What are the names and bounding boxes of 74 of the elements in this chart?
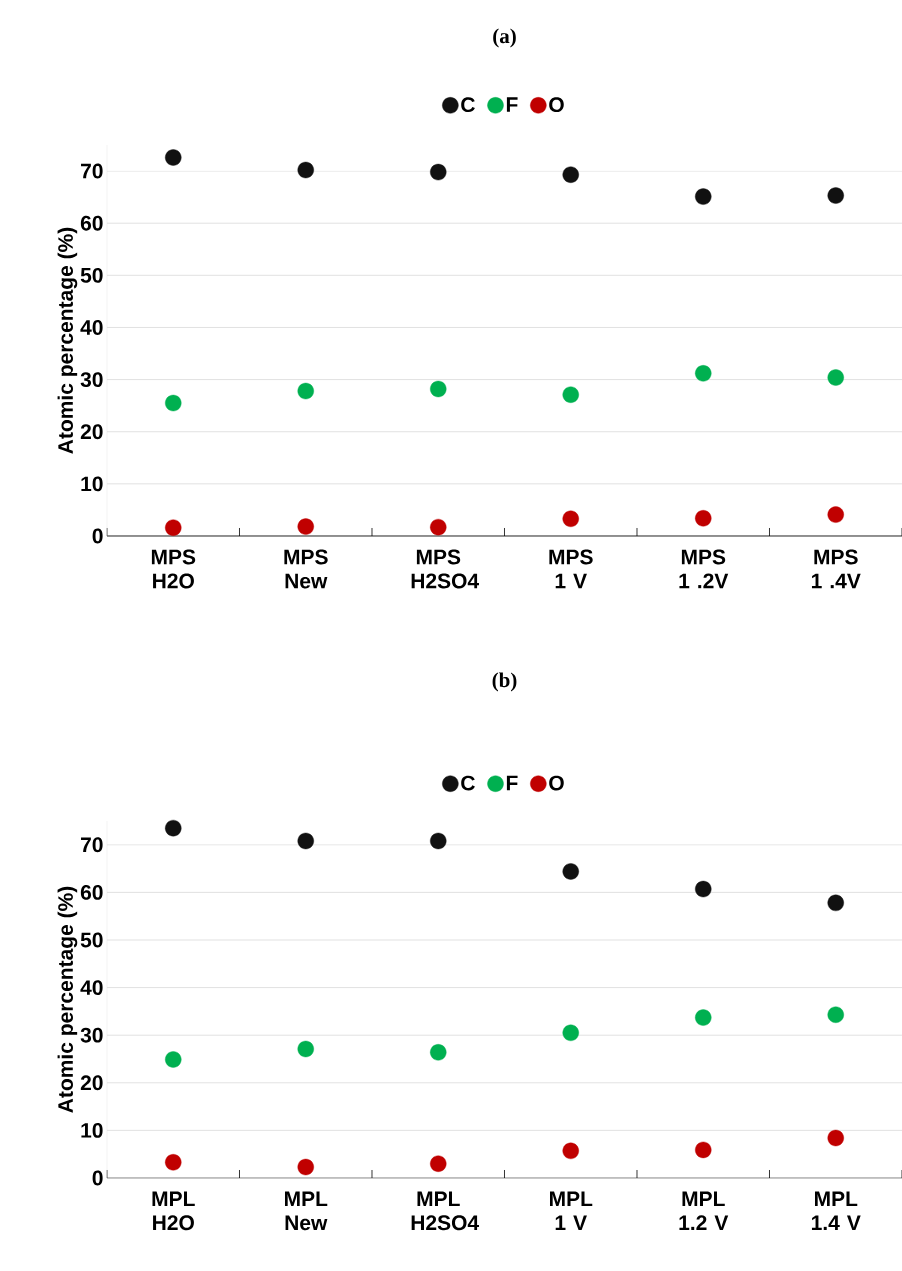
point <box>694 880 712 898</box>
y-tick-label: 40 <box>80 320 103 335</box>
y-tick-label: 60 <box>80 884 103 900</box>
y-tick-label: 10 <box>81 1122 103 1138</box>
point <box>562 1142 579 1160</box>
point <box>694 1009 712 1026</box>
x-tick-label: MPL 1.2 V <box>679 1191 729 1230</box>
y-axis-title: Atomic percentage (%) <box>57 227 78 454</box>
point <box>164 519 182 536</box>
y-tick-label: 70 <box>80 163 103 179</box>
y-tick-label: 30 <box>80 372 103 388</box>
point <box>694 1141 712 1159</box>
point <box>429 1044 447 1061</box>
legend-label: O <box>549 775 564 791</box>
x-tick-label: MPS H2O <box>151 549 195 589</box>
point <box>429 1155 447 1172</box>
chart-title: (b) <box>492 672 517 692</box>
point <box>694 510 712 527</box>
point <box>429 380 447 398</box>
y-tick-label: 20 <box>80 424 103 440</box>
point <box>827 1006 844 1023</box>
point <box>827 1129 844 1147</box>
point <box>827 506 844 523</box>
point <box>297 382 314 400</box>
point <box>827 369 844 386</box>
y-tick-label: 70 <box>80 837 103 853</box>
legend-label: C <box>461 775 475 791</box>
x-tick-label: MPL 1.4 V <box>811 1191 861 1230</box>
y-tick-label: 10 <box>81 476 103 492</box>
y-tick-label: 30 <box>80 1027 103 1043</box>
point <box>164 819 182 837</box>
point <box>827 894 844 912</box>
y-tick-label: 60 <box>80 215 103 231</box>
x-tick-label: MPS 1 .2V <box>679 549 729 589</box>
y-tick-label: 20 <box>80 1075 103 1091</box>
x-tick-label: MPL H2SO4 <box>411 1191 479 1231</box>
x-tick-label: MPL 1 V <box>549 1191 593 1230</box>
point <box>429 832 447 850</box>
legend-label: O <box>549 97 564 113</box>
point <box>297 518 314 535</box>
point <box>164 394 182 412</box>
point <box>164 1154 182 1171</box>
x-tick-label: MPS 1 V <box>549 549 593 589</box>
x-tick-label: MPS New <box>284 549 328 589</box>
point <box>164 1051 182 1068</box>
point <box>562 386 579 403</box>
y-tick-label: 50 <box>80 932 103 948</box>
point <box>429 518 447 536</box>
legend-label: F <box>506 97 518 112</box>
y-tick-label: 0 <box>92 528 103 544</box>
point <box>297 1158 314 1176</box>
point <box>297 1040 314 1058</box>
point <box>429 163 447 181</box>
point <box>694 188 712 205</box>
point <box>297 832 314 850</box>
point <box>562 510 579 527</box>
point <box>164 149 182 166</box>
point <box>562 166 579 183</box>
point <box>562 863 579 880</box>
point <box>562 1024 579 1042</box>
y-tick-label: 40 <box>80 980 103 996</box>
x-tick-label: MPS 1 .4V <box>811 549 861 589</box>
y-tick-label: 0 <box>92 1170 103 1186</box>
x-tick-label: MPL H2O <box>152 1191 195 1231</box>
x-tick-label: MPS H2SO4 <box>411 549 479 589</box>
x-tick-label: MPL New <box>284 1191 328 1231</box>
point <box>827 187 844 204</box>
point <box>297 161 314 179</box>
legend-label: F <box>506 775 518 791</box>
legend-label: C <box>461 97 475 113</box>
chart-title: (a) <box>492 28 516 48</box>
y-tick-label: 50 <box>80 267 103 283</box>
y-axis-title: Atomic percentage (%) <box>57 886 78 1113</box>
point <box>694 365 712 382</box>
